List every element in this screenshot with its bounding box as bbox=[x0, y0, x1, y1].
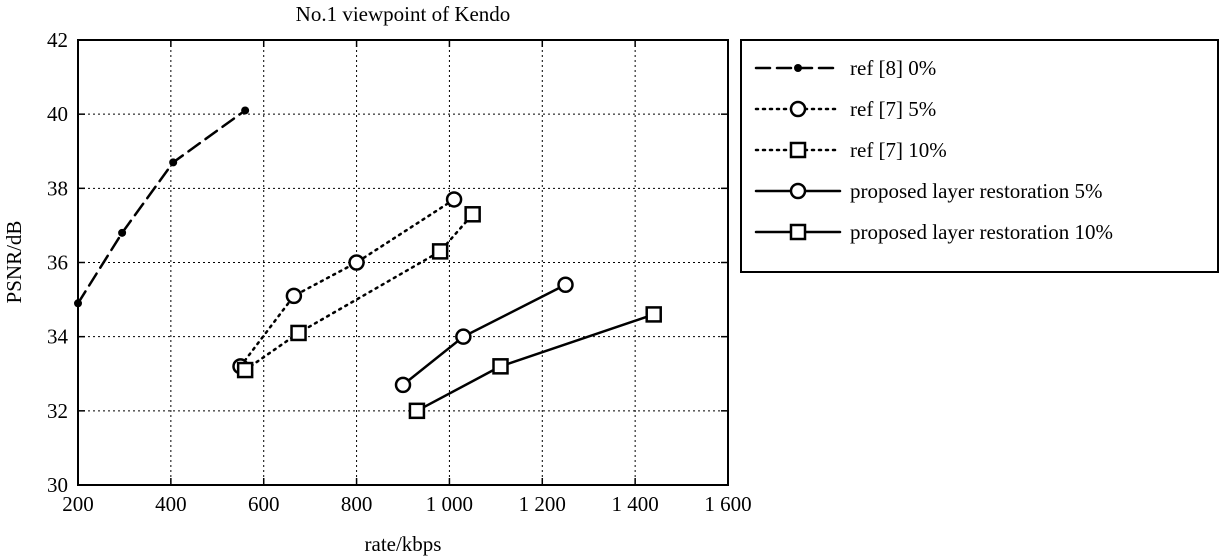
legend-entry: ref [7] 10% bbox=[754, 138, 947, 162]
legend-marker bbox=[789, 223, 807, 241]
y-tick-label: 36 bbox=[47, 251, 68, 275]
data-point bbox=[492, 358, 509, 375]
x-tick-label: 1 000 bbox=[426, 492, 473, 516]
data-point bbox=[455, 328, 472, 345]
series-line bbox=[401, 283, 567, 387]
legend-label: ref [7] 5% bbox=[850, 97, 936, 121]
series-line bbox=[415, 313, 655, 413]
series-line bbox=[76, 109, 247, 305]
legend: ref [8] 0% ref [7] 5% ref [7] 10% proposed … bbox=[740, 39, 1219, 273]
legend-marker bbox=[789, 100, 807, 118]
y-tick-label: 32 bbox=[47, 399, 68, 423]
x-tick-label: 800 bbox=[341, 492, 373, 516]
x-tick-label: 400 bbox=[155, 492, 187, 516]
data-point bbox=[169, 158, 178, 167]
data-point bbox=[557, 276, 574, 293]
x-axis-label: rate/kbps bbox=[365, 532, 442, 556]
legend-entry: proposed layer restoration 10% bbox=[754, 220, 1113, 244]
data-point bbox=[431, 243, 449, 260]
series-1 bbox=[74, 106, 250, 308]
legend-entry: ref [8] 0% bbox=[754, 56, 936, 80]
y-tick-label: 34 bbox=[47, 325, 69, 349]
series-line bbox=[243, 213, 474, 372]
data-point bbox=[285, 287, 303, 305]
axis-ticks: 200 400 600 800 1 000 1 200 1 400 1 600 30 32 34 36… bbox=[47, 28, 752, 516]
legend-label: proposed layer restoration 5% bbox=[850, 179, 1103, 203]
legend-label: proposed layer restoration 10% bbox=[850, 220, 1113, 244]
legend-frame bbox=[740, 39, 1219, 273]
x-tick-label: 600 bbox=[248, 492, 280, 516]
data-point bbox=[118, 228, 127, 237]
series-line bbox=[239, 198, 456, 368]
legend-marker bbox=[789, 141, 807, 159]
y-axis-label: PSNR/dB bbox=[2, 221, 26, 304]
x-tick-label: 1 400 bbox=[612, 492, 659, 516]
legend-marker bbox=[794, 64, 802, 72]
data-point bbox=[290, 324, 307, 342]
x-tick-label: 200 bbox=[62, 492, 94, 516]
y-tick-label: 40 bbox=[47, 102, 68, 126]
legend-label: ref [7] 10% bbox=[850, 138, 947, 162]
series-3 bbox=[236, 206, 481, 379]
data-point bbox=[408, 402, 426, 420]
data-point bbox=[348, 254, 365, 271]
data-point bbox=[236, 361, 254, 379]
data-point bbox=[241, 106, 250, 115]
series-5 bbox=[408, 306, 662, 420]
series-4 bbox=[394, 276, 574, 394]
series-2 bbox=[232, 191, 463, 375]
y-tick-label: 42 bbox=[47, 28, 68, 52]
legend-marker bbox=[789, 182, 807, 200]
chart-title: No.1 viewpoint of Kendo bbox=[296, 2, 511, 26]
legend-entry: proposed layer restoration 5% bbox=[754, 179, 1103, 203]
grid bbox=[78, 40, 728, 485]
y-tick-label: 30 bbox=[47, 473, 68, 497]
x-tick-label: 1 200 bbox=[519, 492, 566, 516]
series-layer bbox=[74, 106, 662, 420]
data-point bbox=[445, 191, 463, 208]
data-point bbox=[74, 299, 82, 308]
data-point bbox=[394, 376, 412, 394]
legend-label: ref [8] 0% bbox=[850, 56, 936, 80]
data-point bbox=[464, 206, 481, 223]
data-point bbox=[645, 306, 662, 323]
legend-entry: ref [7] 5% bbox=[754, 97, 936, 121]
x-tick-label: 1 600 bbox=[704, 492, 751, 516]
y-tick-label: 38 bbox=[47, 176, 68, 200]
